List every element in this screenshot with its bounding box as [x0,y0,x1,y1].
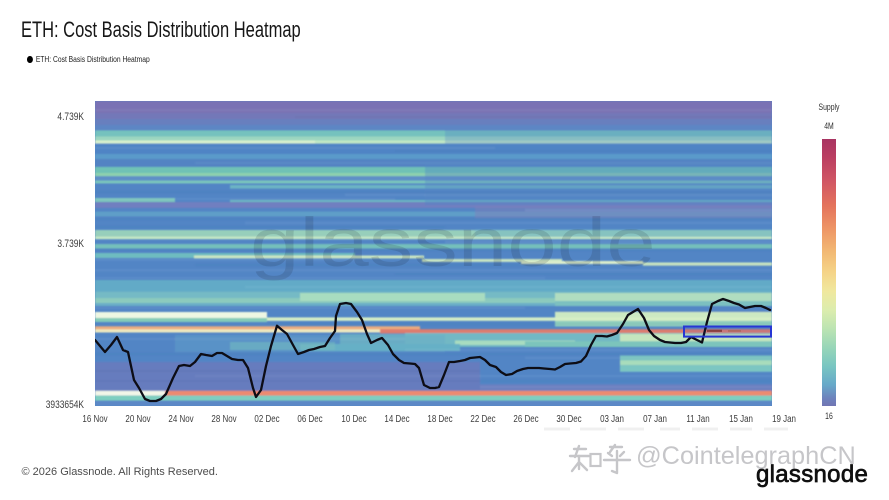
svg-text:glassnode: glassnode [250,204,656,281]
